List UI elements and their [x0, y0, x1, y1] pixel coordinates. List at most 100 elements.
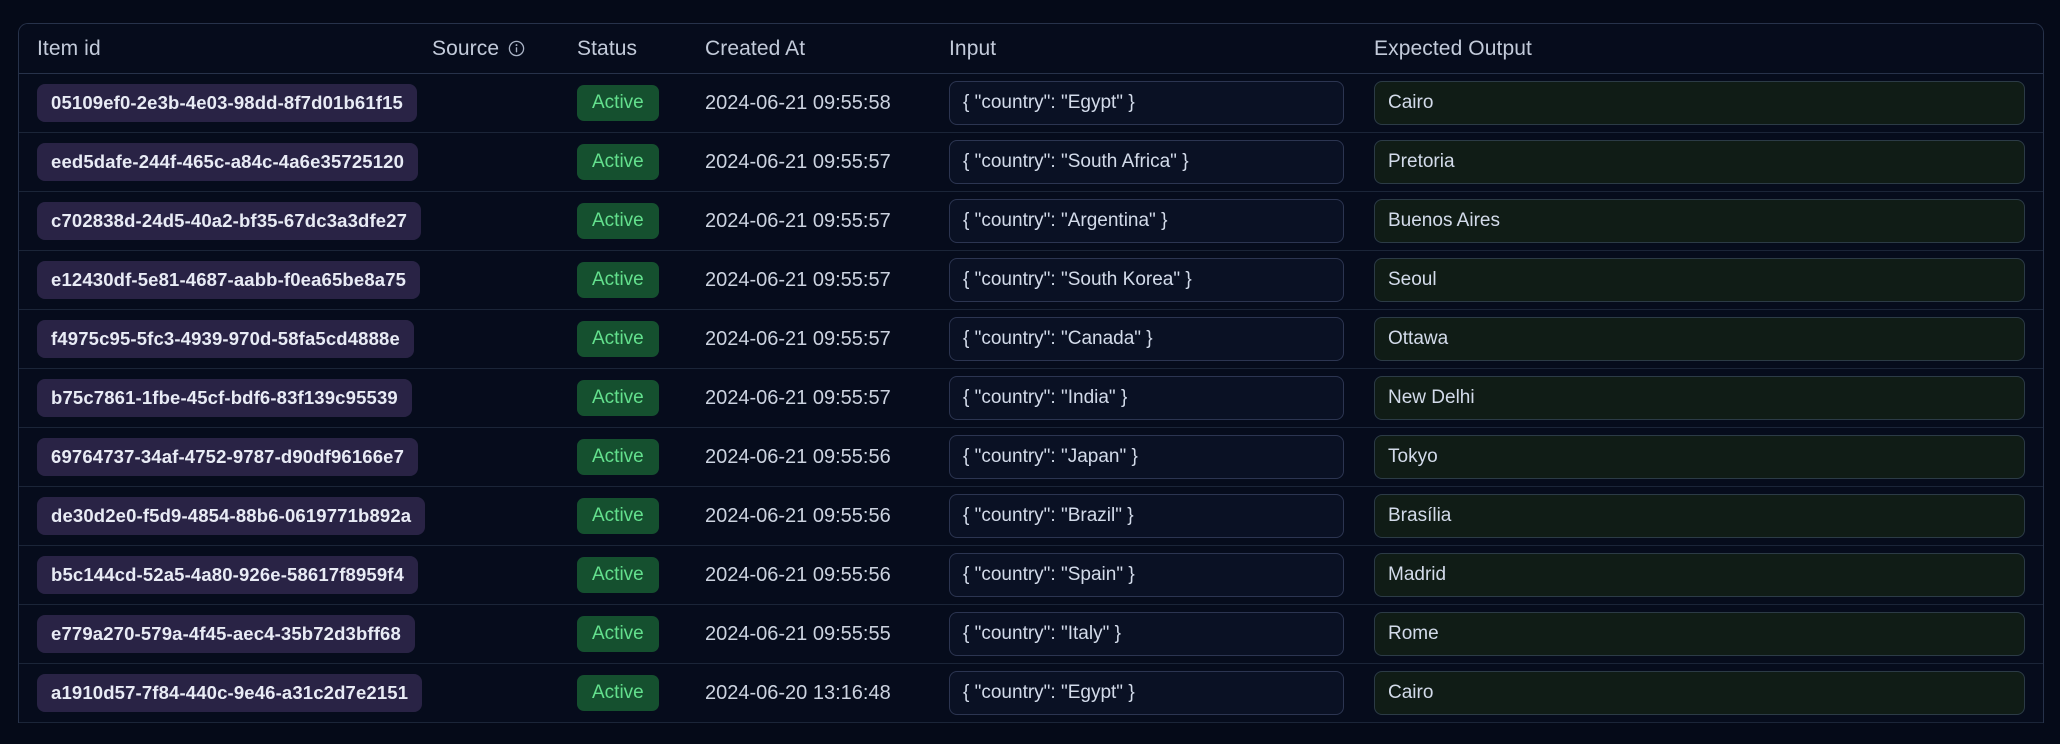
- input-value-box[interactable]: { "country": "Brazil" }: [949, 493, 1344, 539]
- cell-expected-output[interactable]: Pretoria: [1356, 139, 2043, 185]
- item-id-pill[interactable]: 69764737-34af-4752-9787-d90df96166e7: [37, 438, 419, 476]
- expected-output-value-box[interactable]: Pretoria: [1374, 139, 2025, 185]
- created-at-value: 2024-06-21 09:55:58: [705, 91, 891, 114]
- created-at-value: 2024-06-21 09:55:57: [705, 386, 891, 409]
- cell-item-id[interactable]: f4975c95-5fc3-4939-970d-58fa5cd4888e: [19, 320, 414, 358]
- cell-item-id[interactable]: 05109ef0-2e3b-4e03-98dd-8f7d01b61f15: [19, 84, 417, 122]
- cell-input[interactable]: { "country": "Egypt" }: [931, 670, 1356, 716]
- expected-output-value-box[interactable]: Rome: [1374, 611, 2025, 657]
- cell-item-id[interactable]: 69764737-34af-4752-9787-d90df96166e7: [19, 438, 419, 476]
- expected-output-value-box[interactable]: Ottawa: [1374, 316, 2025, 362]
- input-value-box[interactable]: { "country": "South Africa" }: [949, 139, 1344, 185]
- cell-item-id[interactable]: a1910d57-7f84-440c-9e46-a31c2d7e2151: [19, 674, 423, 712]
- expected-output-value-box[interactable]: Madrid: [1374, 552, 2025, 598]
- cell-input[interactable]: { "country": "Canada" }: [931, 316, 1356, 362]
- expected-output-value-box[interactable]: Cairo: [1374, 670, 2025, 716]
- table-row[interactable]: a1910d57-7f84-440c-9e46-a31c2d7e2151 Acti…: [19, 664, 2043, 723]
- column-header-created-at[interactable]: Created At: [687, 37, 931, 61]
- cell-status: Active: [559, 498, 687, 534]
- status-badge: Active: [577, 616, 659, 652]
- input-value-box[interactable]: { "country": "Canada" }: [949, 316, 1344, 362]
- cell-expected-output[interactable]: Buenos Aires: [1356, 198, 2043, 244]
- status-badge: Active: [577, 439, 659, 475]
- column-header-label: Source: [432, 36, 500, 60]
- cell-expected-output[interactable]: New Delhi: [1356, 375, 2043, 421]
- table-row[interactable]: 05109ef0-2e3b-4e03-98dd-8f7d01b61f15 Acti…: [19, 74, 2043, 133]
- input-value-box[interactable]: { "country": "Italy" }: [949, 611, 1344, 657]
- item-id-pill[interactable]: de30d2e0-f5d9-4854-88b6-0619771b892a: [37, 497, 426, 535]
- cell-input[interactable]: { "country": "Italy" }: [931, 611, 1356, 657]
- column-header-label: Status: [577, 36, 638, 60]
- cell-input[interactable]: { "country": "South Africa" }: [931, 139, 1356, 185]
- cell-item-id[interactable]: e12430df-5e81-4687-aabb-f0ea65be8a75: [19, 261, 421, 299]
- cell-expected-output[interactable]: Seoul: [1356, 257, 2043, 303]
- cell-input[interactable]: { "country": "Argentina" }: [931, 198, 1356, 244]
- table-row[interactable]: b75c7861-1fbe-45cf-bdf6-83f139c95539 Acti…: [19, 369, 2043, 428]
- cell-status: Active: [559, 557, 687, 593]
- table-row[interactable]: e779a270-579a-4f45-aec4-35b72d3bff68 Acti…: [19, 605, 2043, 664]
- column-header-item-id[interactable]: Item id: [19, 37, 414, 61]
- input-value-box[interactable]: { "country": "Egypt" }: [949, 670, 1344, 716]
- item-id-pill[interactable]: eed5dafe-244f-465c-a84c-4a6e35725120: [37, 143, 419, 181]
- input-value-box[interactable]: { "country": "Spain" }: [949, 552, 1344, 598]
- item-id-pill[interactable]: a1910d57-7f84-440c-9e46-a31c2d7e2151: [37, 674, 423, 712]
- input-value-box[interactable]: { "country": "India" }: [949, 375, 1344, 421]
- cell-created-at: 2024-06-21 09:55:56: [687, 505, 931, 528]
- table-row[interactable]: e12430df-5e81-4687-aabb-f0ea65be8a75 Acti…: [19, 251, 2043, 310]
- table-row[interactable]: 69764737-34af-4752-9787-d90df96166e7 Acti…: [19, 428, 2043, 487]
- cell-created-at: 2024-06-21 09:55:58: [687, 92, 931, 115]
- cell-input[interactable]: { "country": "India" }: [931, 375, 1356, 421]
- cell-input[interactable]: { "country": "South Korea" }: [931, 257, 1356, 303]
- cell-expected-output[interactable]: Madrid: [1356, 552, 2043, 598]
- info-circle-icon[interactable]: [508, 40, 525, 57]
- cell-input[interactable]: { "country": "Egypt" }: [931, 80, 1356, 126]
- expected-output-value-box[interactable]: New Delhi: [1374, 375, 2025, 421]
- cell-expected-output[interactable]: Cairo: [1356, 670, 2043, 716]
- table-row[interactable]: de30d2e0-f5d9-4854-88b6-0619771b892a Acti…: [19, 487, 2043, 546]
- item-id-pill[interactable]: b75c7861-1fbe-45cf-bdf6-83f139c95539: [37, 379, 412, 417]
- item-id-pill[interactable]: 05109ef0-2e3b-4e03-98dd-8f7d01b61f15: [37, 84, 417, 122]
- cell-item-id[interactable]: de30d2e0-f5d9-4854-88b6-0619771b892a: [19, 497, 426, 535]
- cell-expected-output[interactable]: Brasília: [1356, 493, 2043, 539]
- expected-output-value-box[interactable]: Cairo: [1374, 80, 2025, 126]
- input-value-box[interactable]: { "country": "Japan" }: [949, 434, 1344, 480]
- created-at-value: 2024-06-21 09:55:57: [705, 209, 891, 232]
- expected-output-value-box[interactable]: Buenos Aires: [1374, 198, 2025, 244]
- status-badge: Active: [577, 203, 659, 239]
- column-header-source[interactable]: Source: [414, 37, 559, 61]
- cell-input[interactable]: { "country": "Spain" }: [931, 552, 1356, 598]
- item-id-pill[interactable]: c702838d-24d5-40a2-bf35-67dc3a3dfe27: [37, 202, 422, 240]
- table-row[interactable]: eed5dafe-244f-465c-a84c-4a6e35725120 Acti…: [19, 133, 2043, 192]
- item-id-pill[interactable]: b5c144cd-52a5-4a80-926e-58617f8959f4: [37, 556, 419, 594]
- table-row[interactable]: c702838d-24d5-40a2-bf35-67dc3a3dfe27 Acti…: [19, 192, 2043, 251]
- column-header-input[interactable]: Input: [931, 37, 1356, 61]
- cell-item-id[interactable]: c702838d-24d5-40a2-bf35-67dc3a3dfe27: [19, 202, 422, 240]
- cell-created-at: 2024-06-21 09:55:55: [687, 623, 931, 646]
- cell-expected-output[interactable]: Cairo: [1356, 80, 2043, 126]
- cell-expected-output[interactable]: Tokyo: [1356, 434, 2043, 480]
- cell-status: Active: [559, 616, 687, 652]
- cell-item-id[interactable]: e779a270-579a-4f45-aec4-35b72d3bff68: [19, 615, 415, 653]
- item-id-pill[interactable]: e779a270-579a-4f45-aec4-35b72d3bff68: [37, 615, 415, 653]
- item-id-pill[interactable]: f4975c95-5fc3-4939-970d-58fa5cd4888e: [37, 320, 414, 358]
- cell-status: Active: [559, 439, 687, 475]
- input-value-box[interactable]: { "country": "Egypt" }: [949, 80, 1344, 126]
- column-header-status[interactable]: Status: [559, 37, 687, 61]
- input-value-box[interactable]: { "country": "Argentina" }: [949, 198, 1344, 244]
- created-at-value: 2024-06-21 09:55:56: [705, 445, 891, 468]
- cell-item-id[interactable]: eed5dafe-244f-465c-a84c-4a6e35725120: [19, 143, 419, 181]
- expected-output-value-box[interactable]: Seoul: [1374, 257, 2025, 303]
- column-header-expected-output[interactable]: Expected Output: [1356, 37, 2043, 61]
- expected-output-value-box[interactable]: Tokyo: [1374, 434, 2025, 480]
- cell-input[interactable]: { "country": "Japan" }: [931, 434, 1356, 480]
- cell-expected-output[interactable]: Rome: [1356, 611, 2043, 657]
- item-id-pill[interactable]: e12430df-5e81-4687-aabb-f0ea65be8a75: [37, 261, 421, 299]
- cell-item-id[interactable]: b5c144cd-52a5-4a80-926e-58617f8959f4: [19, 556, 419, 594]
- cell-input[interactable]: { "country": "Brazil" }: [931, 493, 1356, 539]
- table-row[interactable]: b5c144cd-52a5-4a80-926e-58617f8959f4 Acti…: [19, 546, 2043, 605]
- expected-output-value-box[interactable]: Brasília: [1374, 493, 2025, 539]
- cell-expected-output[interactable]: Ottawa: [1356, 316, 2043, 362]
- table-row[interactable]: f4975c95-5fc3-4939-970d-58fa5cd4888e Acti…: [19, 310, 2043, 369]
- cell-item-id[interactable]: b75c7861-1fbe-45cf-bdf6-83f139c95539: [19, 379, 414, 417]
- input-value-box[interactable]: { "country": "South Korea" }: [949, 257, 1344, 303]
